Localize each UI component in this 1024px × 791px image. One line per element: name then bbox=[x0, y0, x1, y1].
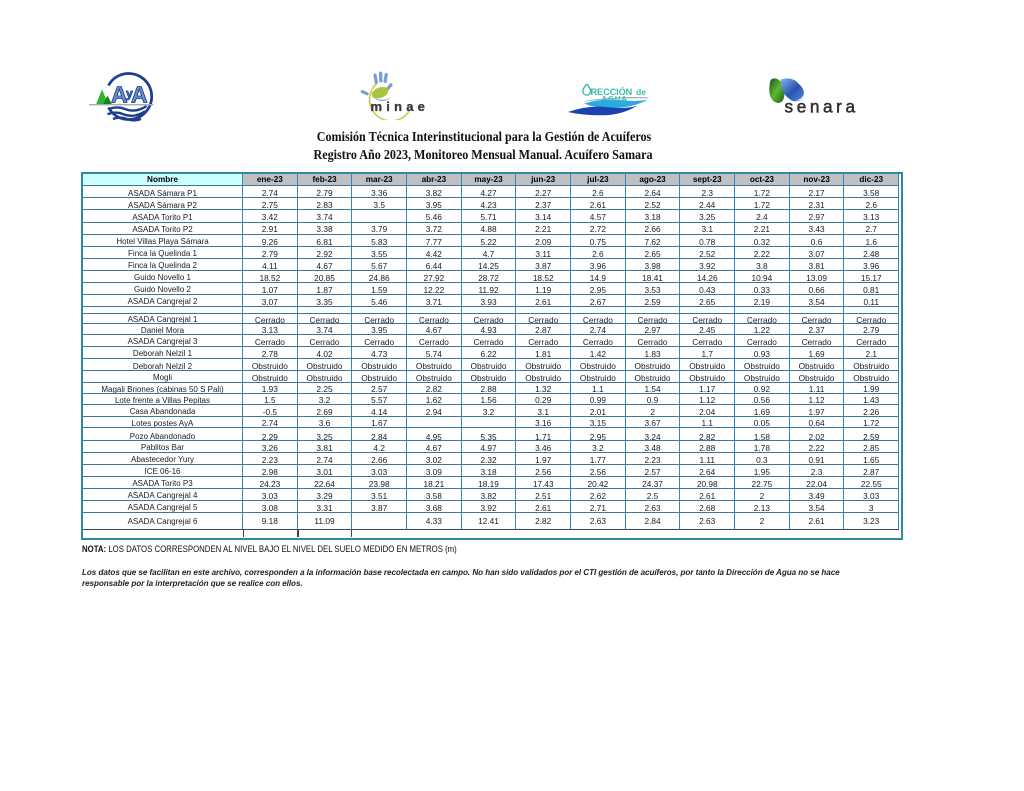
svg-text:RECCIÓN: RECCIÓN bbox=[591, 86, 633, 97]
svg-text:AGUA: AGUA bbox=[602, 94, 628, 103]
svg-text:AyA: AyA bbox=[111, 82, 147, 108]
svg-text:senara: senara bbox=[785, 96, 859, 116]
svg-text:minae: minae bbox=[371, 99, 430, 114]
svg-text:de: de bbox=[636, 87, 646, 97]
